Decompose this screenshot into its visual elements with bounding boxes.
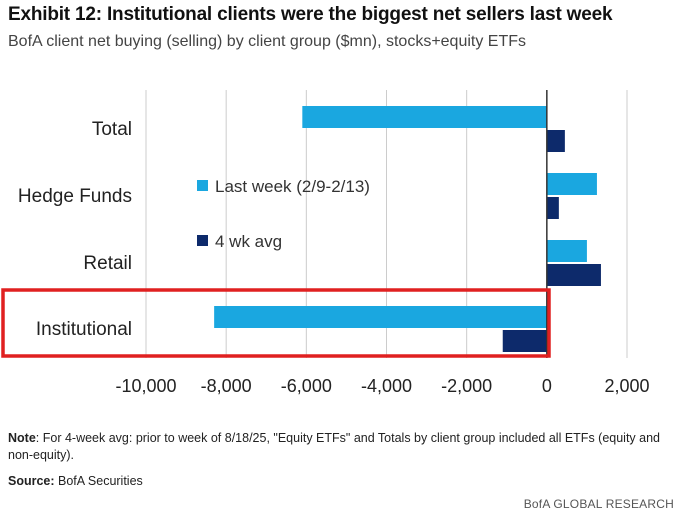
category-label-total: Total bbox=[92, 119, 132, 140]
legend-label-last-week: Last week (2/9-2/13) bbox=[215, 177, 370, 196]
note-label: Note bbox=[8, 431, 36, 445]
source-text: BofA Securities bbox=[54, 474, 143, 488]
x-tick-label: -6,000 bbox=[281, 376, 332, 396]
category-label-institutional: Institutional bbox=[36, 319, 132, 340]
bar-4wk-avg-institutional bbox=[502, 330, 547, 352]
legend-swatch-last-week bbox=[197, 180, 208, 191]
x-tick-label: -4,000 bbox=[361, 376, 412, 396]
x-tick-label: -2,000 bbox=[441, 376, 492, 396]
bar-chart: -10,000 -8,000 -6,000 -4,000 -2,000 0 2,000 Tot… bbox=[1, 90, 650, 396]
category-label-hedge-funds: Hedge Funds bbox=[18, 186, 132, 207]
bar-4wk-avg-total bbox=[546, 130, 565, 152]
bar-last-week-hedge-funds bbox=[546, 173, 597, 195]
bar-4wk-avg-retail bbox=[546, 264, 601, 286]
footer-brand: BofA bbox=[523, 497, 550, 511]
x-tick-label: 2,000 bbox=[604, 376, 649, 396]
x-tick-label: -8,000 bbox=[201, 376, 252, 396]
bar-last-week-institutional bbox=[214, 306, 547, 328]
footer-text: GLOBAL RESEARCH bbox=[549, 497, 674, 511]
legend-label-4wk-avg: 4 wk avg bbox=[215, 232, 282, 251]
source-label: Source: bbox=[8, 474, 55, 488]
note-text: : For 4-week avg: prior to week of 8/18/… bbox=[8, 431, 661, 462]
x-tick-label: 0 bbox=[542, 376, 552, 396]
x-tick-label: -10,000 bbox=[115, 376, 176, 396]
chart-source: Source: BofA Securities bbox=[8, 474, 143, 488]
highlight-box-institutional bbox=[1, 288, 551, 358]
chart-title: Exhibit 12: Institutional clients were t… bbox=[8, 4, 613, 25]
bar-4wk-avg-hedge-funds bbox=[546, 197, 559, 219]
chart-subtitle: BofA client net buying (selling) by clie… bbox=[8, 33, 527, 50]
chart-note: Note: For 4-week avg: prior to week of 8… bbox=[8, 430, 680, 464]
bar-last-week-total bbox=[302, 106, 547, 128]
bar-last-week-retail bbox=[546, 240, 587, 262]
legend-swatch-4wk-avg bbox=[197, 235, 208, 246]
publisher-footer: BofA GLOBAL RESEARCH bbox=[524, 497, 674, 511]
category-label-retail: Retail bbox=[83, 253, 132, 274]
